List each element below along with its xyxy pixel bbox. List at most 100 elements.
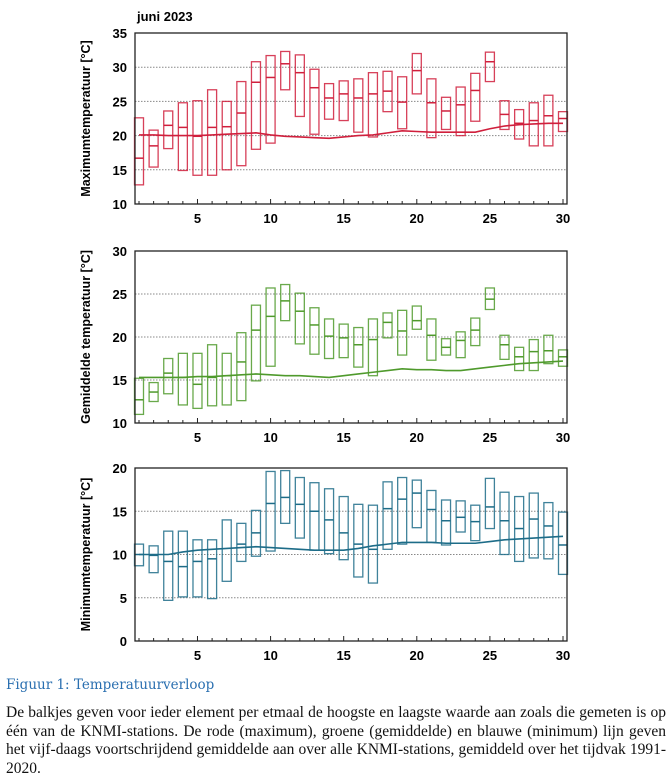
range-box [367, 504, 379, 584]
x-tick-label: 25 [483, 211, 497, 226]
x-tick-label: 10 [263, 211, 277, 226]
x-tick-label: 10 [263, 648, 277, 663]
y-axis-label: Minimumtemperatuur [°C] [79, 478, 93, 632]
y-tick-label: 35 [113, 26, 127, 41]
range-box [557, 511, 569, 576]
x-tick-label: 20 [410, 648, 424, 663]
normal-average-line [139, 360, 564, 379]
normal-average-line [139, 535, 564, 556]
y-tick-label: 5 [120, 591, 127, 606]
range-box [163, 530, 174, 601]
y-tick-label: 20 [113, 461, 127, 476]
y-tick-label: 10 [113, 548, 127, 563]
range-box [353, 326, 364, 368]
range-box [133, 377, 145, 416]
range-box [499, 491, 510, 556]
range-box [382, 481, 393, 550]
y-tick-label: 25 [113, 94, 127, 109]
range-box [440, 96, 452, 131]
range-box [470, 504, 481, 542]
range-box [470, 317, 481, 347]
y-axis-label: Gemiddelde temperatuur [°C] [79, 250, 93, 424]
plot-frame [134, 250, 568, 424]
range-box [177, 530, 189, 598]
range-box [163, 357, 174, 395]
range-box [543, 334, 554, 365]
range-box [192, 539, 203, 598]
range-box [294, 292, 305, 345]
range-box [221, 519, 232, 582]
range-box [338, 323, 349, 359]
range-box [236, 332, 247, 402]
x-tick-label: 15 [336, 211, 350, 226]
range-box [206, 539, 218, 600]
range-box [309, 68, 320, 135]
x-tick-label: 30 [556, 211, 570, 226]
y-tick-label: 15 [113, 373, 127, 388]
range-box [206, 89, 218, 176]
range-box [250, 304, 262, 382]
range-box [411, 52, 422, 95]
chart-title: juni 2023 [136, 9, 193, 24]
y-tick-label: 15 [113, 504, 127, 519]
range-box [338, 80, 349, 122]
plot-frame [134, 467, 568, 642]
chart-panel-1: 10 15 20 25 30 35 5 10 15 20 25 30 Maximumtemperatuu… [79, 9, 570, 226]
chart-panel-2: 10 15 20 25 30 5 10 15 20 25 30 Gemiddelde temperat… [79, 244, 570, 445]
y-tick-label: 30 [113, 244, 127, 259]
range-box [411, 305, 422, 330]
range-box [323, 82, 335, 120]
y-tick-label: 10 [113, 197, 127, 212]
range-box [323, 488, 335, 555]
range-box [265, 287, 276, 367]
range-box [426, 78, 437, 139]
range-box [177, 102, 189, 172]
figure-caption-label: Figuur 1: Temperatuurverloop [6, 677, 215, 693]
range-box [133, 117, 145, 186]
range-box [455, 500, 466, 533]
range-box [163, 110, 174, 150]
range-box [294, 54, 305, 118]
range-box [236, 522, 247, 563]
range-box [148, 129, 159, 168]
range-box [513, 346, 525, 372]
range-box [397, 309, 408, 356]
range-box [484, 51, 496, 83]
range-box [499, 334, 510, 361]
chart-panel-3: 0 5 10 15 20 5 10 15 20 25 30 Minimumtemperatuur [°… [79, 461, 570, 663]
x-tick-label: 30 [556, 648, 570, 663]
range-box [543, 94, 554, 147]
range-box [440, 499, 452, 546]
range-box [455, 86, 466, 137]
x-tick-label: 5 [194, 430, 201, 445]
range-box [148, 545, 159, 574]
range-box [411, 479, 422, 529]
range-box [309, 307, 320, 355]
x-tick-label: 15 [336, 648, 350, 663]
temperature-charts: 10 15 20 25 30 35 5 10 15 20 25 30 Maximumtemperatuu… [79, 9, 570, 663]
x-tick-label: 30 [556, 430, 570, 445]
x-tick-label: 15 [336, 430, 350, 445]
y-tick-label: 15 [113, 163, 127, 178]
range-box [426, 318, 437, 361]
range-box [280, 283, 291, 322]
range-box [265, 54, 276, 144]
y-tick-label: 25 [113, 287, 127, 302]
range-box [528, 492, 539, 559]
range-box [557, 349, 569, 367]
range-box [192, 352, 203, 410]
x-tick-label: 10 [263, 430, 277, 445]
y-tick-label: 0 [120, 634, 127, 649]
y-tick-label: 20 [113, 129, 127, 144]
range-box [455, 331, 466, 359]
y-axis-label: Maximumtemperatuur [°C] [79, 40, 93, 196]
x-tick-label: 25 [483, 648, 497, 663]
x-tick-label: 5 [194, 648, 201, 663]
range-box [528, 338, 539, 372]
range-box [309, 482, 320, 551]
range-box [265, 470, 276, 552]
range-box [250, 61, 262, 150]
range-box [470, 72, 481, 122]
normal-average-line [139, 122, 563, 140]
range-box [280, 50, 291, 91]
